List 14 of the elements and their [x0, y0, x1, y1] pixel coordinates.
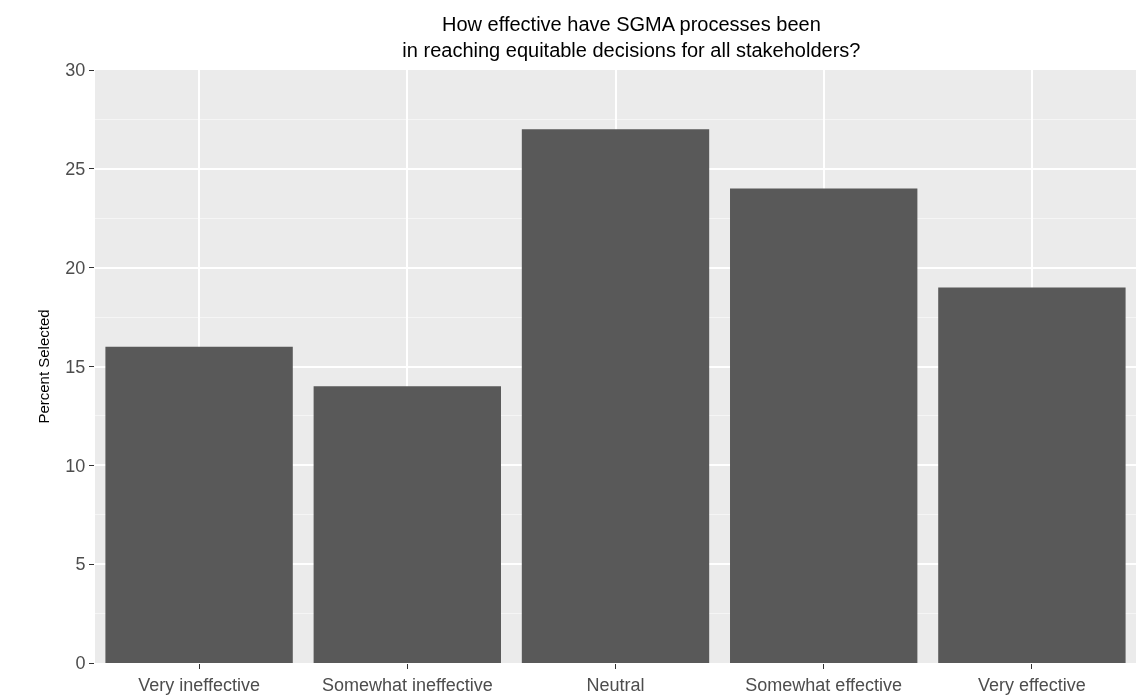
x-tick-label: Somewhat ineffective: [321, 674, 493, 695]
chart-title: How effective have SGMA processes been in reaching equitable decisions for all stakeholders?: [402, 13, 861, 62]
y-tick-label: 15: [65, 356, 86, 377]
y-tick-label: 0: [75, 653, 86, 674]
y-tick-label: 20: [65, 257, 86, 278]
x-tick-label: Somewhat effective: [745, 674, 903, 695]
y-tick-label: 10: [65, 455, 86, 476]
y-tick-label: 25: [65, 159, 86, 180]
x-tick-label: Very ineffective: [138, 674, 260, 695]
y-tick-label: 5: [75, 554, 86, 575]
x-tick-label: Very effective: [978, 674, 1086, 695]
x-tick-label: Neutral: [586, 674, 645, 695]
y-axis-title: Percent Selected: [34, 309, 52, 424]
y-tick-label: 30: [65, 60, 86, 81]
